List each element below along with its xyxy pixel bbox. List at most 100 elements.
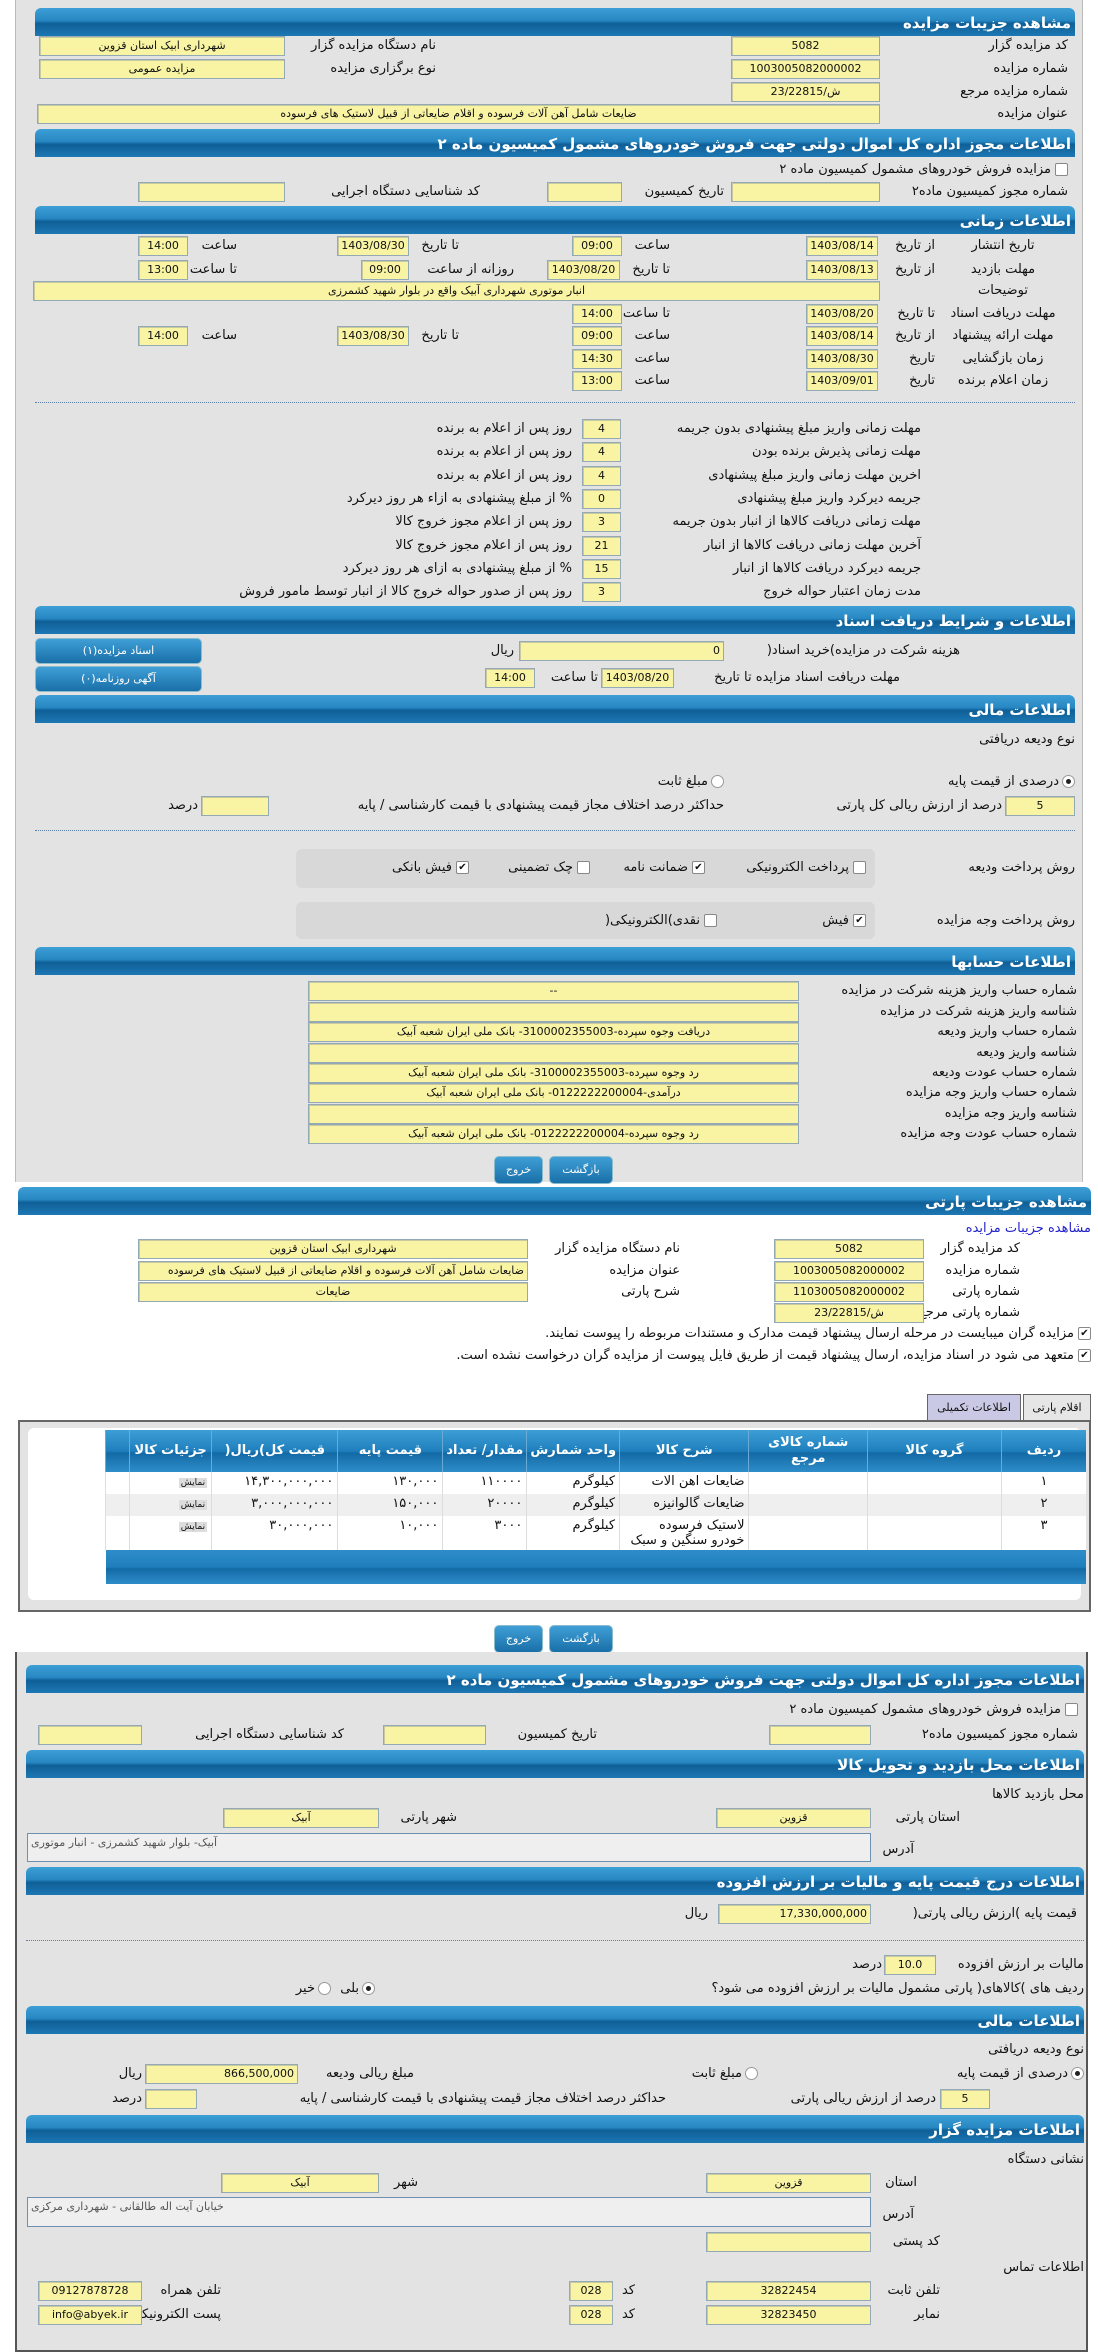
exec-code-field[interactable]: [138, 182, 285, 202]
rule-field[interactable]: 4: [582, 419, 621, 439]
permit2-date-field[interactable]: [383, 1725, 486, 1745]
party-org-field[interactable]: شهرداری ابیک استان قزوین: [138, 1239, 528, 1259]
party-number-field[interactable]: 1003005082000002: [774, 1261, 924, 1281]
docs-fee-field[interactable]: 0: [519, 641, 724, 661]
back-button[interactable]: بازگشت: [549, 1156, 613, 1184]
timing-desc-field[interactable]: انبار موتوری شهرداری آبیک واقع در بلوار …: [33, 281, 880, 301]
percent-option[interactable]: درصدی از قیمت پایه: [948, 772, 1075, 792]
rule-field[interactable]: 4: [582, 466, 621, 486]
payment-method-option[interactable]: نقدی)الکترونیکی(: [605, 911, 717, 931]
party-ref-field[interactable]: ش/23/22815: [774, 1303, 924, 1323]
percent2-radio[interactable]: [1071, 2067, 1084, 2080]
vat-no-radio[interactable]: [318, 1982, 331, 1995]
docs-to-field[interactable]: 1403/08/20: [806, 304, 878, 324]
checkbox-checked[interactable]: ✔: [456, 861, 469, 874]
vat-yes-option[interactable]: بلی: [340, 1979, 375, 1999]
tab-party-items[interactable]: اقلام پارتی: [1023, 1394, 1091, 1421]
auction-docs-button[interactable]: اسناد مزایده(۱): [35, 638, 202, 664]
checkbox[interactable]: [704, 914, 717, 927]
account-field[interactable]: [308, 1043, 799, 1063]
fixed-radio[interactable]: [711, 775, 724, 788]
party-city-field[interactable]: آبیک: [223, 1808, 379, 1828]
fixed2-option[interactable]: مبلغ ثابت: [692, 2064, 758, 2084]
exit-button[interactable]: خروج: [494, 1625, 543, 1653]
percent-radio[interactable]: [1062, 775, 1075, 788]
offer-to-field[interactable]: 1403/08/30: [337, 326, 409, 346]
docs-to-time-field[interactable]: 14:00: [572, 304, 622, 324]
tab-extra-info[interactable]: اطلاعات تکمیلی: [927, 1394, 1021, 1421]
account-field[interactable]: [308, 1104, 799, 1124]
party-province-field[interactable]: قزوین: [716, 1808, 871, 1828]
show-detail-button[interactable]: نمایش: [178, 1500, 208, 1510]
account-field[interactable]: [308, 1002, 799, 1022]
fixed2-radio[interactable]: [745, 2067, 758, 2080]
auction-subject-field[interactable]: ضایعات شامل آهن آلات فرسوده و اقلام ضایع…: [37, 104, 880, 124]
publish-to-field[interactable]: 1403/08/30: [337, 236, 409, 256]
deposit-method-option[interactable]: چک تضمینی: [508, 858, 590, 878]
permit2-exec-field[interactable]: [38, 1725, 142, 1745]
permit-checkbox[interactable]: [1055, 163, 1068, 176]
publish-from-field[interactable]: 1403/08/14: [806, 236, 878, 256]
auction-code-field[interactable]: 5082: [731, 36, 880, 56]
base-price-field[interactable]: 17,330,000,000: [718, 1904, 871, 1924]
rule-field[interactable]: 0: [582, 489, 621, 509]
permit-no-field[interactable]: [731, 182, 880, 202]
deposit-percent-field[interactable]: 5: [1005, 796, 1075, 816]
back-button[interactable]: بازگشت: [549, 1625, 613, 1653]
auction-type-field[interactable]: مزایده عمومی: [39, 59, 285, 79]
commission-date-field[interactable]: [547, 182, 622, 202]
confirm-attachments[interactable]: ✔ مزایده گران میبایست در مرحله ارسال پیشن…: [545, 1324, 1091, 1344]
deposit-amount-field[interactable]: 866,500,000: [145, 2064, 298, 2084]
org-address-textarea[interactable]: خیابان آیت اله طالقانی - شهرداری مرکزی: [27, 2197, 871, 2227]
checkbox-checked[interactable]: ✔: [1078, 1349, 1091, 1362]
postal-field[interactable]: [706, 2232, 871, 2252]
fixed-option[interactable]: مبلغ ثابت: [658, 772, 724, 792]
payment-method-option[interactable]: ✔ فیش: [822, 911, 866, 931]
org-province-field[interactable]: قزوین: [706, 2173, 871, 2193]
party-subject-field[interactable]: ضایعات شامل آهن آلات فرسوده و اقلام ضایع…: [138, 1261, 528, 1281]
rule-field[interactable]: 15: [582, 559, 621, 579]
permit2-checkbox[interactable]: [1065, 1703, 1078, 1716]
email-field[interactable]: info@abyek.ir: [38, 2305, 142, 2325]
deposit2-percent-field[interactable]: 5: [940, 2089, 990, 2109]
account-field[interactable]: --: [308, 981, 799, 1001]
visit-to-time-field[interactable]: 13:00: [138, 260, 188, 280]
org-field[interactable]: شهرداری ابیک استان قزوین: [39, 36, 285, 56]
docs-deadline-time-field[interactable]: 14:00: [485, 668, 535, 688]
account-field[interactable]: رد وجوه سپرده-0122222200004- بانک ملی ای…: [308, 1124, 799, 1144]
account-field[interactable]: دریافت وجوه سپرده-3100002355003- بانک مل…: [308, 1022, 799, 1042]
permit2-checkbox-row[interactable]: مزایده فروش خودروهای مشمول کمیسیون ماده …: [789, 1700, 1078, 1720]
auction-details-link[interactable]: مشاهده جزیبات مزایده: [965, 1221, 1091, 1236]
auction-number-field[interactable]: 1003005082000002: [731, 59, 880, 79]
party-address-textarea[interactable]: آبیک- بلوار شهید کشمرزی - انبار موتوری: [27, 1833, 871, 1862]
checkbox-checked[interactable]: ✔: [692, 861, 705, 874]
permit-checkbox-row[interactable]: مزایده فروش خودروهای مشمول کمیسیون ماده …: [779, 160, 1068, 180]
vat-field[interactable]: 10.0: [884, 1955, 936, 1975]
account-field[interactable]: رد وجوه سپرده-3100002355003- بانک ملی ای…: [308, 1063, 799, 1083]
rule-field[interactable]: 4: [582, 442, 621, 462]
max-diff-field[interactable]: [201, 796, 269, 816]
offer-to-time-field[interactable]: 14:00: [138, 326, 188, 346]
deposit-method-option[interactable]: پرداخت الکترونیکی: [746, 858, 866, 878]
checkbox[interactable]: [577, 861, 590, 874]
fax-code-field[interactable]: 028: [569, 2305, 613, 2325]
party-no-field[interactable]: 1103005082000002: [774, 1282, 924, 1302]
visit-to-field[interactable]: 1403/08/20: [547, 260, 620, 280]
winner-time-field[interactable]: 13:00: [572, 371, 622, 391]
auction-ref-field[interactable]: ش/23/22815: [731, 82, 880, 102]
visit-daily-from-field[interactable]: 09:00: [361, 260, 409, 280]
opening-date-field[interactable]: 1403/08/30: [806, 349, 878, 369]
show-detail-button[interactable]: نمایش: [178, 1522, 208, 1532]
rule-field[interactable]: 21: [582, 536, 621, 556]
permit2-no-field[interactable]: [769, 1725, 871, 1745]
visit-from-field[interactable]: 1403/08/13: [806, 260, 878, 280]
publish-from-time-field[interactable]: 09:00: [572, 236, 622, 256]
account-field[interactable]: درآمدی-0122222200004- بانک ملی ایران شعب…: [308, 1083, 799, 1103]
deposit-method-option[interactable]: ✔ فیش بانکی: [392, 858, 469, 878]
rule-field[interactable]: 3: [582, 512, 621, 532]
opening-time-field[interactable]: 14:30: [572, 349, 622, 369]
winner-date-field[interactable]: 1403/09/01: [806, 371, 878, 391]
org-city-field[interactable]: آبیک: [221, 2173, 379, 2193]
mobile-field[interactable]: 09127878728: [38, 2281, 142, 2301]
phone-code-field[interactable]: 028: [569, 2281, 613, 2301]
